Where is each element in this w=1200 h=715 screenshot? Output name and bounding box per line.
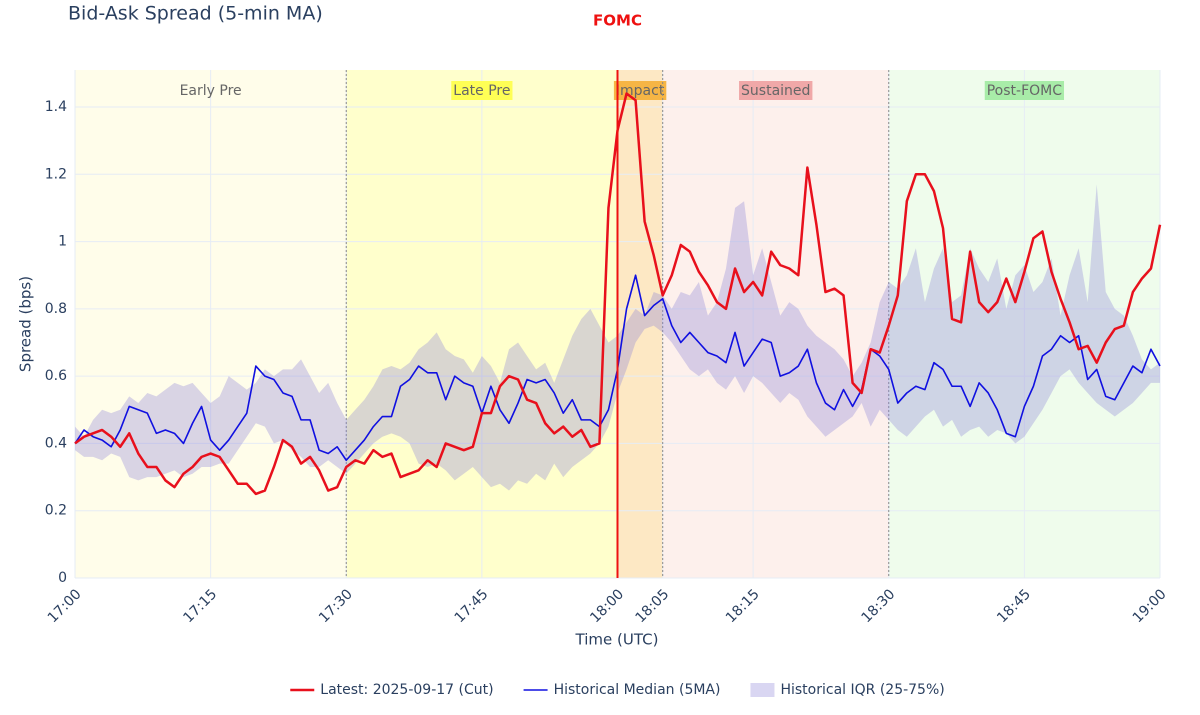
y-tick-label: 0.2 (45, 503, 67, 519)
x-tick-label: 17:30 (316, 586, 356, 626)
x-tick-label: 18:45 (994, 586, 1034, 626)
region-label: Impact (616, 83, 665, 99)
y-tick-label: 0.4 (45, 435, 67, 451)
legend-symbol (750, 683, 775, 697)
x-tick-label: 18:15 (723, 586, 763, 626)
legend: Latest: 2025-09-17 (Cut) Historical Media… (290, 682, 945, 698)
chart-title: Bid-Ask Spread (5-min MA) (68, 3, 323, 25)
x-tick-label: 18:00 (587, 586, 627, 626)
x-tick-label: 18:30 (859, 586, 899, 626)
region-label: Late Pre (453, 83, 510, 99)
region-label: Early Pre (180, 83, 242, 99)
legend-label: Historical Median (5MA) (554, 682, 721, 698)
region-label: Post-FOMC (987, 83, 1062, 99)
y-tick-label: 0.8 (45, 301, 67, 317)
region-label-background (984, 81, 1065, 100)
x-tick-label: 17:00 (45, 586, 85, 626)
region (662, 70, 889, 578)
y-axis-label: Spread (bps) (17, 276, 35, 372)
y-tick-label: 0 (58, 570, 67, 586)
region-label: Sustained (741, 83, 810, 99)
legend-label: Latest: 2025-09-17 (Cut) (320, 682, 493, 698)
region-label-background (739, 81, 813, 100)
y-tick-label: 0.6 (45, 368, 67, 384)
x-tick-label: 18:05 (633, 586, 673, 626)
event-label: FOMC (593, 12, 642, 30)
y-tick-label: 1.2 (45, 166, 67, 182)
x-tick-label: 17:45 (452, 586, 492, 626)
x-axis-label: Time (UTC) (575, 631, 659, 649)
x-tick-label: 17:15 (180, 586, 220, 626)
x-tick-label: 19:00 (1130, 586, 1170, 626)
legend-label: Historical IQR (25-75%) (780, 682, 944, 698)
region-label-background (451, 81, 513, 100)
y-tick-label: 1.4 (45, 99, 67, 115)
y-tick-label: 1 (58, 234, 67, 250)
